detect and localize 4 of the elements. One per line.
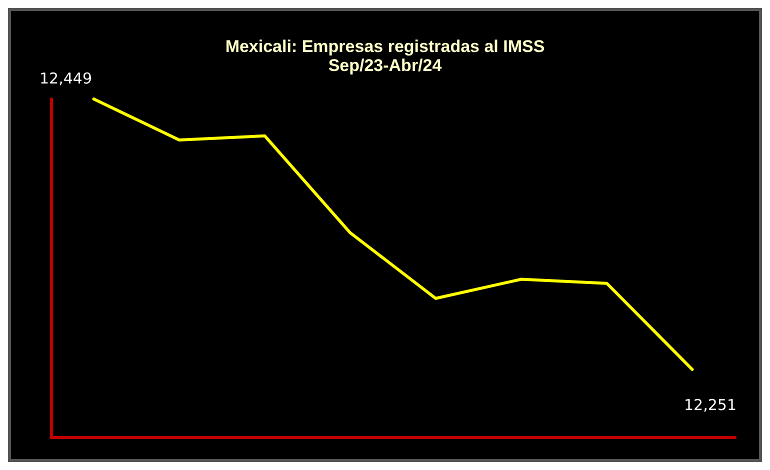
chart-subtitle: Sep/23-Abr/24 <box>328 56 442 75</box>
data-label: 12,251 <box>684 396 736 414</box>
data-label: 12,449 <box>40 70 92 88</box>
chart-title: Mexicali: Empresas registradas al IMSS <box>225 37 545 56</box>
